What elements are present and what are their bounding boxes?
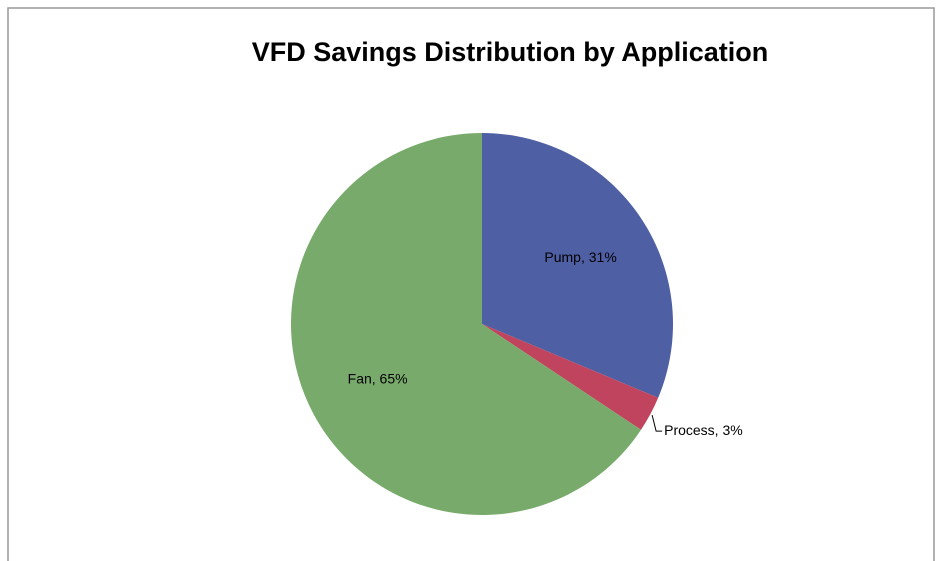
data-label: Process, 3% xyxy=(664,422,743,438)
pie-slice xyxy=(482,133,674,398)
pie-slice xyxy=(482,324,659,430)
data-label: Pump, 31% xyxy=(544,249,616,265)
chart-title: VFD Savings Distribution by Application xyxy=(252,37,769,67)
pie-slice xyxy=(290,133,642,516)
leader-line xyxy=(651,415,663,432)
data-label: Fan, 65% xyxy=(348,371,408,387)
